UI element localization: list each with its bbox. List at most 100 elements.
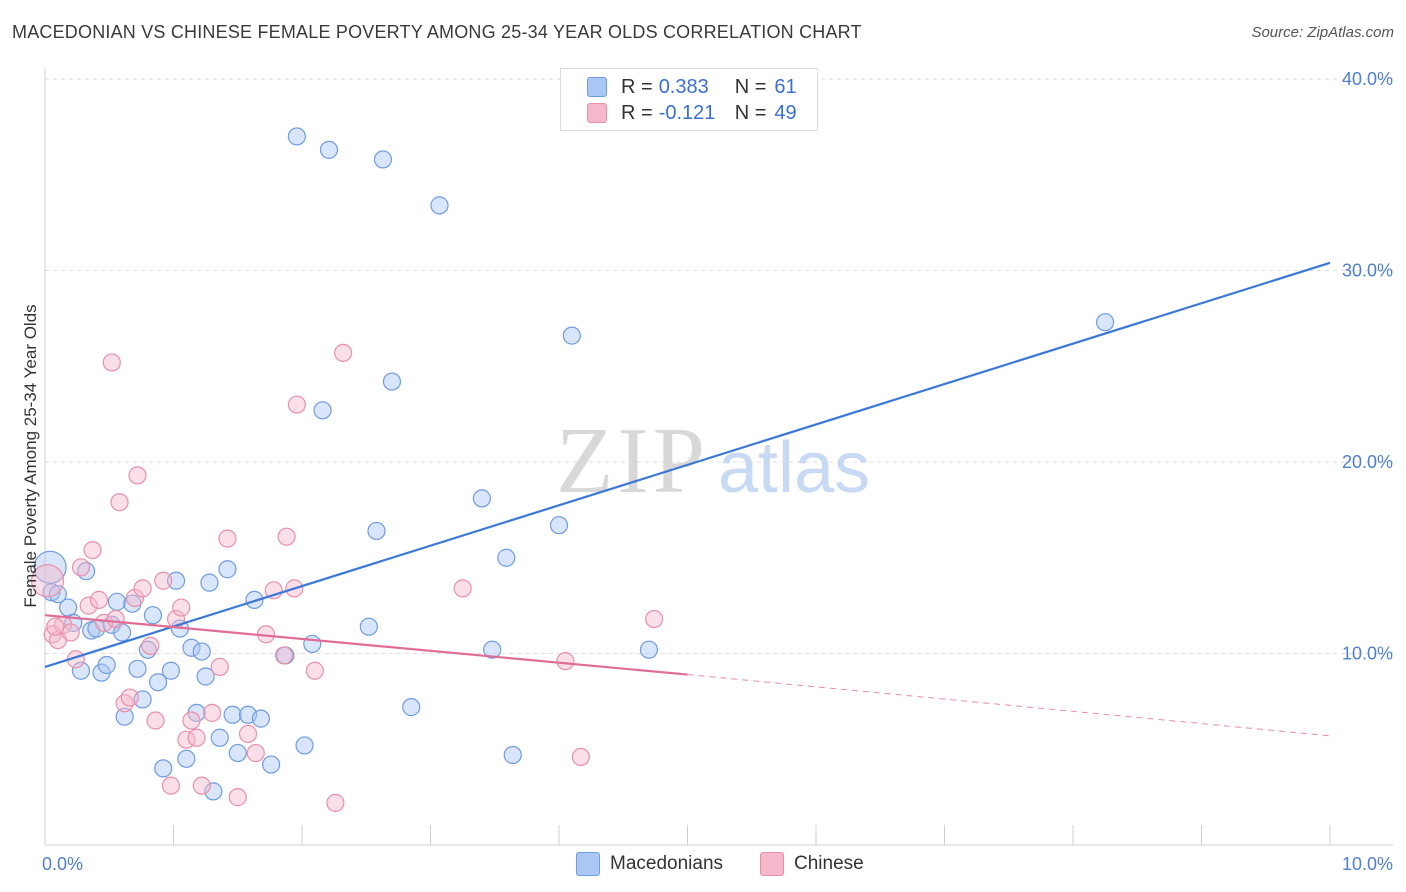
macedonians-point [287,127,306,146]
macedonians-point [177,749,196,768]
chinese-trend-line [44,614,688,676]
legend-r-value: -0.121 [658,101,716,124]
macedonians-point [128,659,147,678]
chinese-point [95,613,114,632]
chinese-point [287,395,306,414]
macedonians-point [196,667,215,686]
chinese-point [154,571,173,590]
macedonians-point [192,642,211,661]
y-axis-label: Female Poverty Among 25-34 Year Olds [21,304,40,607]
legend-r-label: R = [621,101,653,124]
macedonians-legend-swatch [576,852,600,876]
x-tick-label: 10.0% [1342,854,1393,874]
chinese-point [210,657,229,677]
chinese-point [106,609,125,629]
macedonians-point [549,516,569,535]
macedonians-point [97,655,116,675]
chinese-point [277,527,296,546]
chinese-point [133,579,152,598]
watermark-zip: ZIP [556,409,709,513]
macedonians-point [251,709,270,728]
chinese-point [571,747,590,767]
chinese-point [120,688,139,707]
macedonians-point [262,755,281,774]
chinese-point [30,564,65,598]
macedonians-swatch [587,77,607,97]
macedonians-point [295,736,314,755]
series-legend: Macedonians Chinese [0,852,1406,878]
macedonians-point [497,548,516,567]
y-tick-label: 30.0% [1342,261,1393,281]
macedonians-point [218,560,237,579]
macedonians-point [373,150,393,169]
macedonians-point [33,550,67,584]
trend-lines [44,261,1331,737]
correlation-legend: R = 0.383 N = 61 R = -0.121 N = 49 [560,68,818,131]
chinese-point [453,579,472,598]
macedonians-point [472,489,491,508]
legend-n-value: 61 [774,75,797,98]
chinese-point [61,623,80,642]
chinese-point [274,646,294,665]
grid-lines [45,78,1393,654]
chinese-point [141,636,160,655]
macedonians-point [359,617,378,636]
chinese-points [30,343,664,812]
chinese-point [182,711,201,730]
macedonians-point [223,705,242,724]
x-tick-label: 0.0% [42,854,83,874]
y-tick-label: 40.0% [1342,69,1393,89]
macedonians-point [245,590,264,609]
axes [44,68,1393,846]
legend-r-value: 0.383 [658,75,709,98]
chinese-point [228,788,247,807]
macedonians-point [228,743,247,763]
macedonians-points [33,127,1115,801]
y-tick-label: 10.0% [1342,644,1393,664]
macedonians-point [182,638,201,657]
macedonians-point [639,640,659,659]
chinese-point [556,652,575,671]
chinese-point [89,590,109,609]
watermark: ZIP atlas [556,409,870,513]
chinese-trend-extension [687,674,1331,737]
legend-n-value: 49 [774,101,797,124]
legend-row-chinese: R = -0.121 N = 49 [587,100,797,126]
x-tick-labels: 0.0% 10.0% [42,854,1393,874]
legend-item-macedonians: Macedonians [576,852,723,876]
chinese-point [218,529,237,548]
macedonians-point [402,698,421,717]
macedonians-point [143,606,163,625]
chinese-point [172,598,191,617]
macedonians-point [200,573,219,592]
macedonians-point [483,640,502,659]
legend-item-chinese: Chinese [760,852,864,876]
chinese-point [71,558,91,577]
chinese-point [146,711,165,730]
chinese-point [102,353,121,372]
watermark-atlas: atlas [718,428,870,508]
chinese-point [46,617,65,636]
macedonians-point [107,592,127,611]
chinese-point [326,793,345,812]
macedonians-point [154,759,173,778]
macedonians-point [166,571,186,590]
macedonians-point [115,707,134,726]
y-tick-labels: 10.0% 20.0% 30.0% 40.0% [1342,69,1393,664]
chinese-point [246,743,265,763]
chinese-point [192,776,211,795]
y-tick-label: 20.0% [1342,452,1393,472]
macedonians-trend-line [44,261,1331,668]
macedonians-point [367,521,386,541]
legend-row-macedonians: R = 0.383 N = 61 [587,74,797,100]
chinese-point [305,661,324,680]
macedonians-point [204,782,223,801]
chinese-point [202,703,222,722]
legend-label-macedonians: Macedonians [610,853,724,874]
chinese-point [83,540,102,560]
chinese-point [128,466,147,485]
source-label: Source: ZipAtlas.com [1251,24,1394,41]
macedonians-point [503,745,522,765]
macedonians-point [303,634,322,654]
chinese-point [161,776,181,795]
